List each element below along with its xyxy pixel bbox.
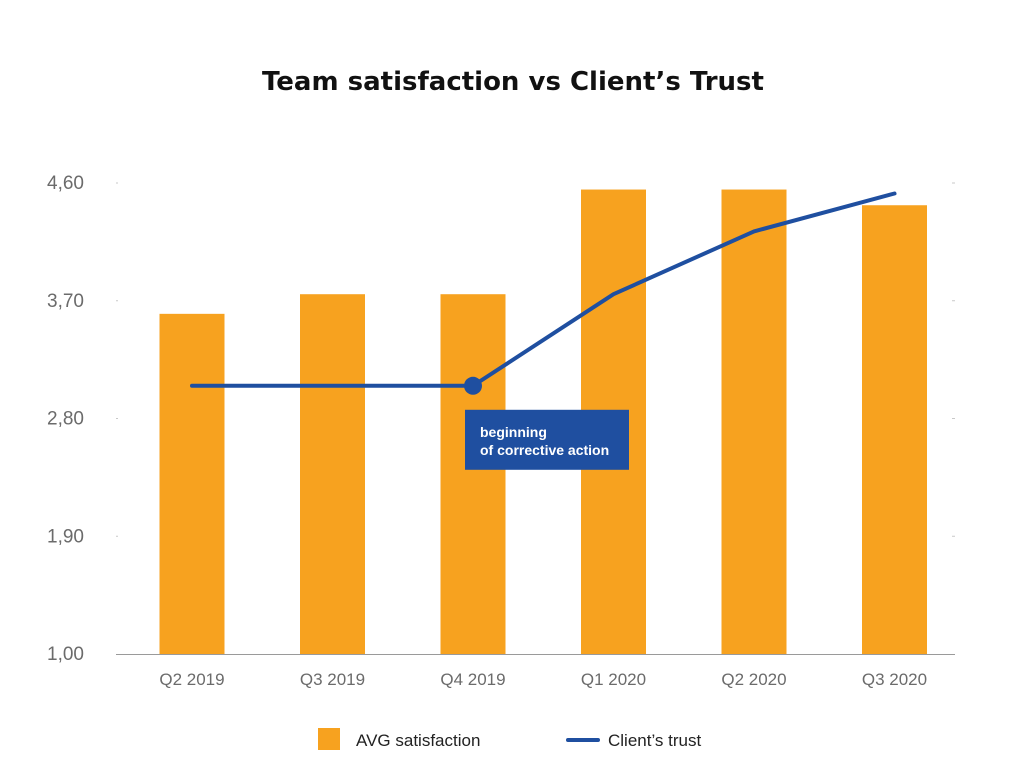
- line-marker-corrective-action: [464, 376, 482, 395]
- line-clients-trust: [190, 191, 897, 388]
- x-tick-label: Q1 2020: [581, 670, 646, 689]
- annotation-box: [465, 409, 629, 470]
- y-tick-label: 1,00: [47, 644, 84, 665]
- annotation: beginning of corrective action: [465, 409, 629, 470]
- annotation-line-1: beginning: [480, 424, 547, 440]
- x-tick-label: Q2 2019: [159, 670, 224, 689]
- x-tick-label: Q3 2020: [862, 670, 927, 689]
- chart-title: Team satisfaction vs Client’s Trust: [262, 67, 764, 97]
- bar: [862, 205, 927, 654]
- bar: [440, 294, 506, 654]
- y-axis: 1,00 1,90 2,80 3,70 4,60: [47, 173, 955, 665]
- y-tick-label: 4,60: [47, 173, 84, 194]
- bar-series: [159, 189, 927, 654]
- annotation-line-2: of corrective action: [480, 442, 609, 458]
- bar: [721, 189, 787, 654]
- legend: AVG satisfaction Client’s trust: [318, 728, 701, 750]
- x-tick-label: Q2 2020: [721, 670, 786, 689]
- bar: [300, 294, 365, 654]
- x-tick-label: Q4 2019: [440, 670, 505, 689]
- y-tick-label: 1,90: [47, 526, 84, 547]
- bar: [159, 313, 225, 654]
- legend-label-avg-satisfaction: AVG satisfaction: [356, 731, 480, 750]
- y-tick-label: 2,80: [47, 409, 84, 430]
- y-tick-label: 3,70: [47, 291, 84, 312]
- x-axis: Q2 2019 Q3 2019 Q4 2019 Q1 2020 Q2 2020 Q3 20…: [159, 670, 927, 689]
- legend-swatch-avg-satisfaction: [318, 728, 340, 750]
- line-series: [190, 191, 897, 395]
- legend-label-clients-trust: Client’s trust: [608, 731, 701, 750]
- x-tick-label: Q3 2019: [300, 670, 365, 689]
